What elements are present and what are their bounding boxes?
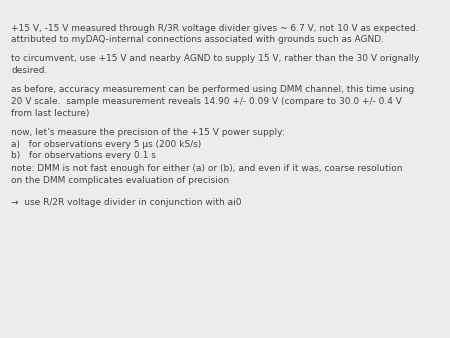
Text: attributed to myDAQ-internal connections associated with grounds such as AGND.: attributed to myDAQ-internal connections… <box>11 35 384 45</box>
Text: +15 V, -15 V measured through R/3R voltage divider gives ~ 6.7 V, not 10 V as ex: +15 V, -15 V measured through R/3R volta… <box>11 24 419 33</box>
Text: from last lecture): from last lecture) <box>11 109 90 118</box>
Text: to circumvent, use +15 V and nearby AGND to supply 15 V, rather than the 30 V or: to circumvent, use +15 V and nearby AGND… <box>11 54 419 63</box>
Text: 20 V scale.  sample measurement reveals 14.90 +/- 0.09 V (compare to 30.0 +/- 0.: 20 V scale. sample measurement reveals 1… <box>11 97 402 106</box>
Text: a)   for observations every 5 μs (200 kS/s): a) for observations every 5 μs (200 kS/s… <box>11 140 202 149</box>
Text: note: DMM is not fast enough for either (a) or (b), and even if it was, coarse r: note: DMM is not fast enough for either … <box>11 164 403 173</box>
Text: desired.: desired. <box>11 66 48 75</box>
Text: as before, accuracy measurement can be performed using DMM channel, this time us: as before, accuracy measurement can be p… <box>11 85 414 94</box>
Text: →  use R/2R voltage divider in conjunction with ai0: → use R/2R voltage divider in conjunctio… <box>11 198 242 207</box>
Text: now, let’s measure the precision of the +15 V power supply:: now, let’s measure the precision of the … <box>11 128 285 138</box>
Text: on the DMM complicates evaluation of precision: on the DMM complicates evaluation of pre… <box>11 176 230 185</box>
Text: b)   for observations every 0.1 s: b) for observations every 0.1 s <box>11 151 156 160</box>
